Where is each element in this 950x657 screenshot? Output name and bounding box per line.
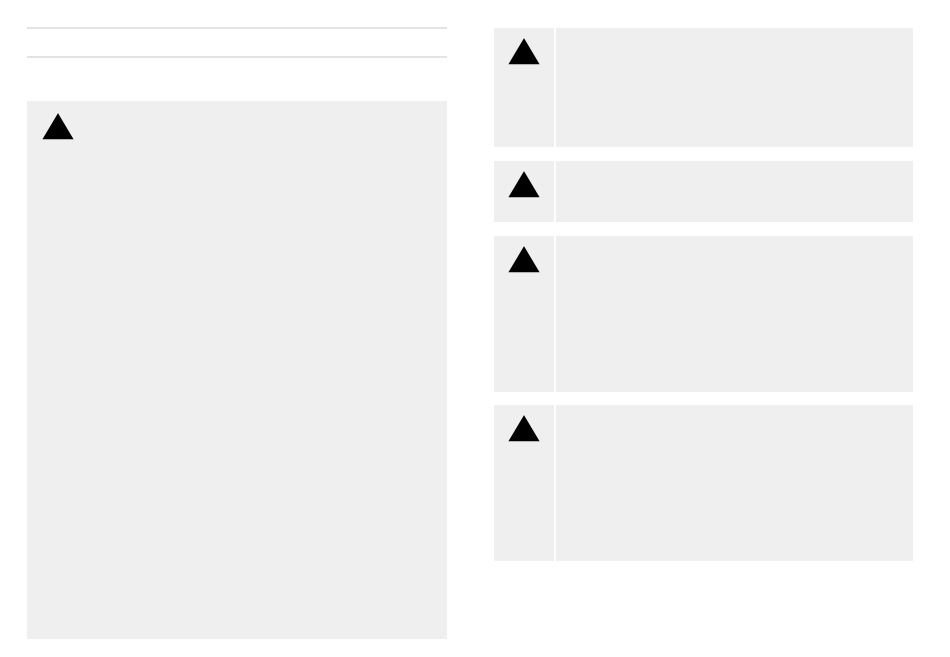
warning-box [494, 236, 913, 392]
warning-icon-cell [494, 28, 554, 147]
warning-content-cell [556, 236, 913, 392]
warning-content-cell [556, 28, 913, 147]
warning-content-cell [556, 161, 913, 222]
warning-content-cell [556, 405, 913, 561]
warning-triangle-icon [40, 110, 76, 143]
warning-icon-cell [494, 236, 554, 392]
warning-box [494, 161, 913, 222]
warning-box-main [27, 101, 447, 639]
warning-box [494, 405, 913, 561]
warning-triangle-icon [506, 412, 542, 445]
warning-triangle-icon [506, 168, 542, 201]
horizontal-rule-second [27, 56, 447, 58]
warning-icon-cell [494, 161, 554, 222]
warning-triangle-icon [506, 35, 542, 68]
warning-triangle-icon [506, 243, 542, 276]
warning-box [494, 28, 913, 147]
horizontal-rule-top [27, 27, 447, 29]
warning-icon-cell [494, 405, 554, 561]
